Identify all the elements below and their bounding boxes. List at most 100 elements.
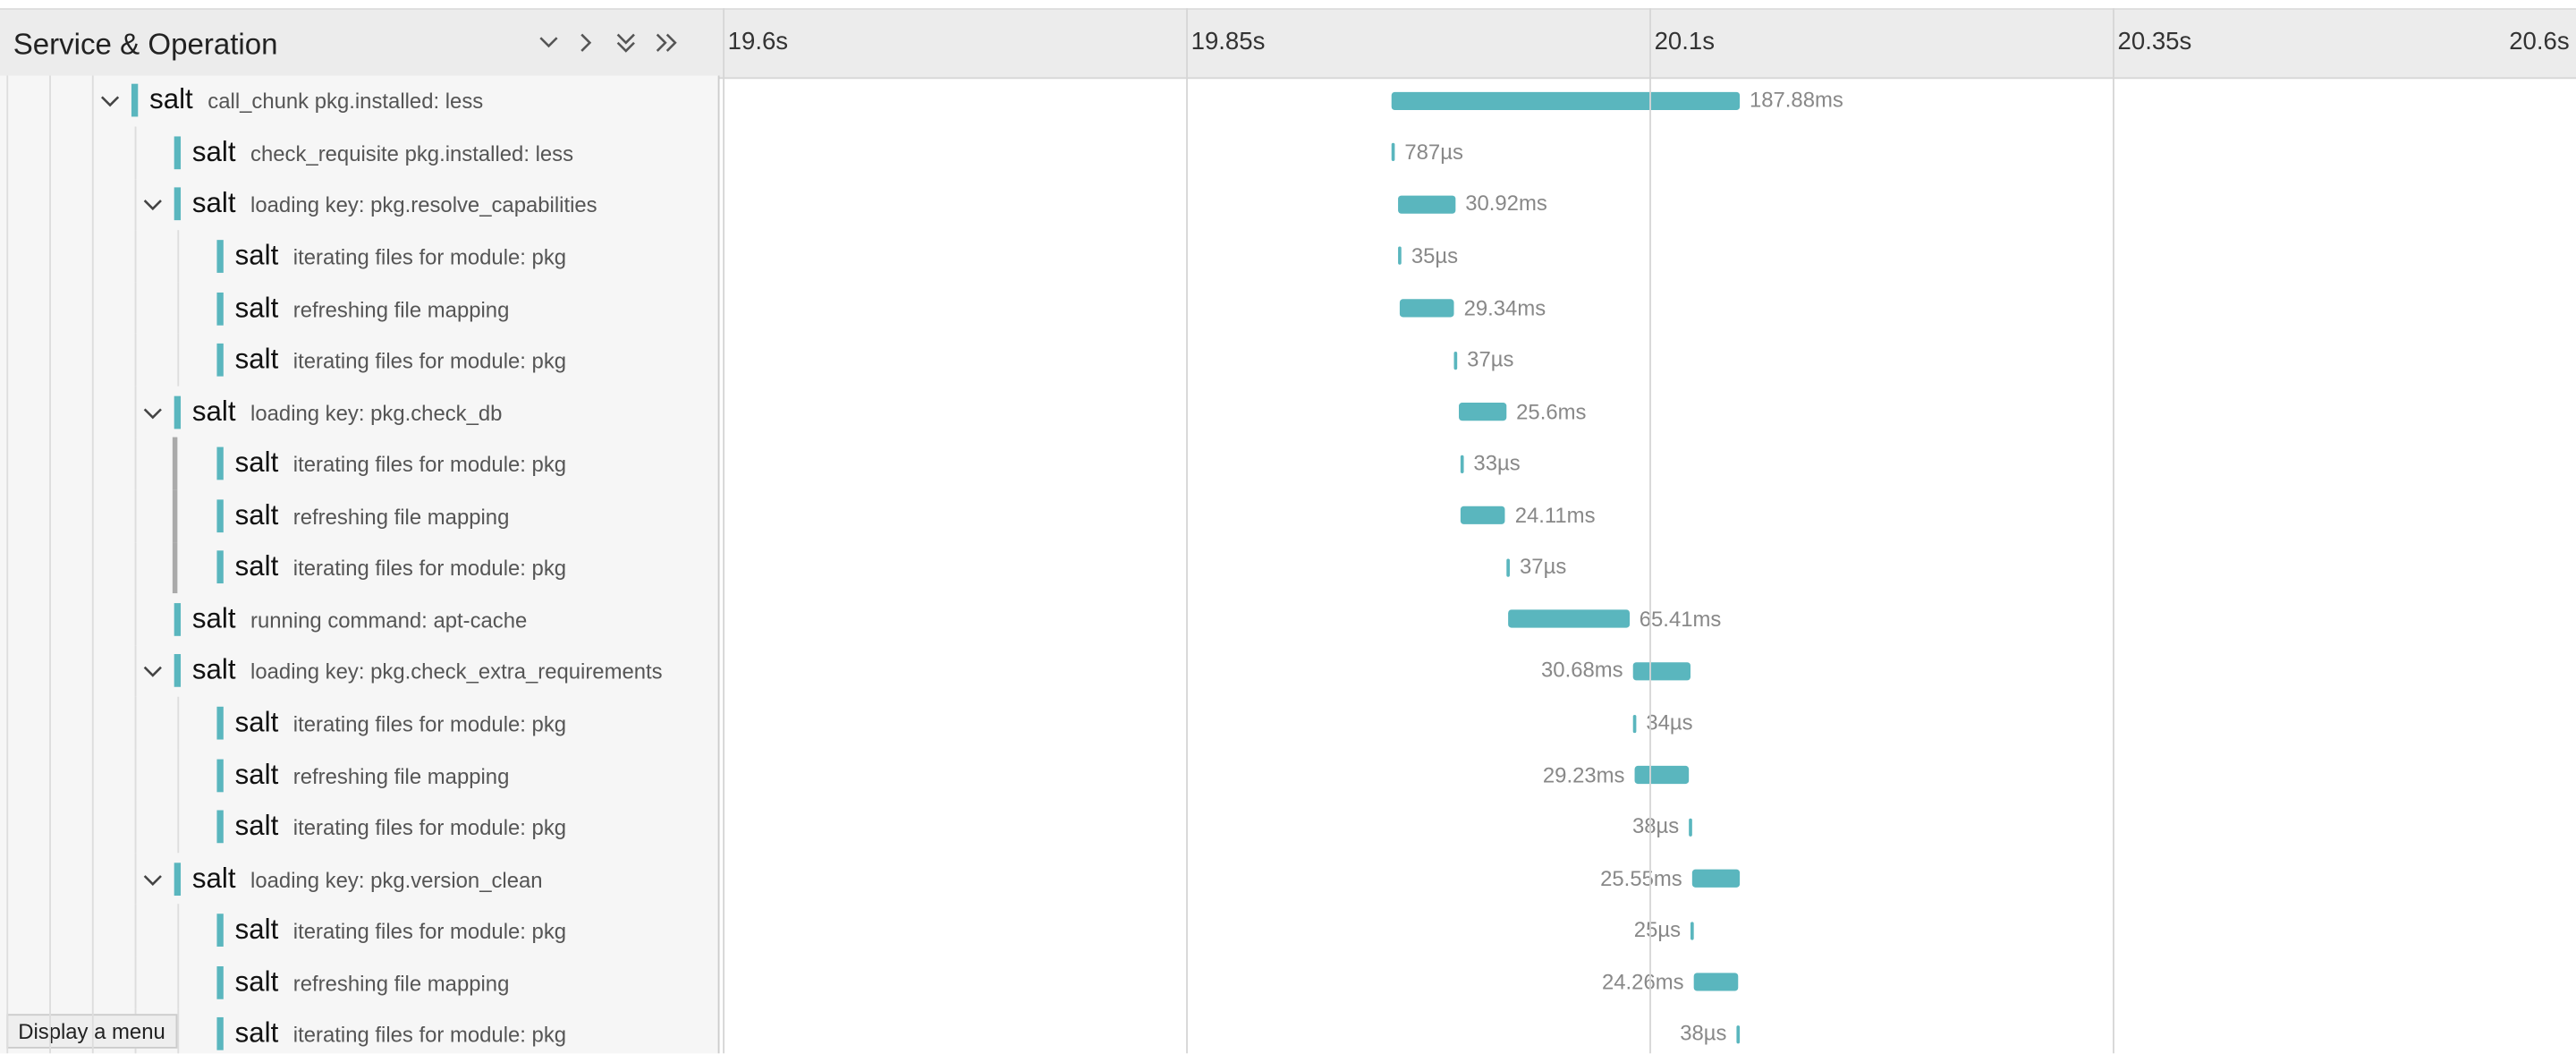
indent-guide <box>6 75 9 1054</box>
span-bar <box>1399 299 1454 318</box>
indent-guide <box>177 334 180 387</box>
toggle[interactable] <box>141 198 165 214</box>
operation-name: loading key: pkg.resolve_capabilities <box>250 192 597 218</box>
span-name[interactable]: salt iterating files for module: pkg <box>235 551 566 584</box>
span-bar <box>1391 91 1740 110</box>
duration-label: 37µs <box>1520 554 1567 580</box>
grid-line <box>723 8 725 1054</box>
operation-name: iterating files for module: pkg <box>292 919 567 944</box>
duration-label: 25.55ms <box>1600 865 1682 890</box>
indent-guide <box>177 749 180 802</box>
span-name[interactable]: salt running command: apt-cache <box>192 603 527 636</box>
span-name[interactable]: salt iterating files for module: pkg <box>235 344 566 377</box>
duration-label: 24.26ms <box>1601 969 1684 994</box>
operation-name: iterating files for module: pkg <box>292 348 567 374</box>
service-name: salt <box>234 914 279 946</box>
operation-name: iterating files for module: pkg <box>292 1023 567 1048</box>
service-color <box>216 1017 224 1051</box>
duration-label: 38µs <box>1631 813 1680 838</box>
header: Service & Operation 19.6s 19.85s 20.1s 20.3… <box>0 8 2576 80</box>
duration-label: 35µs <box>1411 242 1459 268</box>
operation-name: check_requisite pkg.installed: less <box>250 140 574 166</box>
indent-guide <box>177 956 180 1008</box>
operation-name: refreshing file mapping <box>292 296 510 322</box>
indent-guide <box>134 230 137 283</box>
span-name[interactable]: salt check_requisite pkg.installed: less <box>192 136 573 169</box>
indent-guide <box>134 541 137 594</box>
indent-guide <box>134 645 137 698</box>
indent-guide <box>134 126 137 179</box>
span-name[interactable]: salt iterating files for module: pkg <box>235 1018 566 1051</box>
span-bar <box>1632 662 1690 681</box>
service-color <box>216 240 224 273</box>
service-color <box>174 395 182 429</box>
operation-name: loading key: pkg.check_extra_requirement… <box>250 659 663 684</box>
duration-label: 187.88ms <box>1749 87 1843 113</box>
toggle[interactable] <box>141 665 165 681</box>
span-name[interactable]: salt iterating files for module: pkg <box>235 447 566 480</box>
span-name[interactable]: salt refreshing file mapping <box>235 499 510 532</box>
span-name[interactable]: salt iterating files for module: pkg <box>235 240 566 273</box>
span-name[interactable]: salt call_chunk pkg.installed: less <box>149 84 483 117</box>
operation-name: loading key: pkg.version_clean <box>250 867 543 892</box>
expand-all[interactable] <box>656 33 677 52</box>
operation-name: iterating files for module: pkg <box>292 815 567 840</box>
indent-guide <box>177 282 180 335</box>
service-color <box>174 188 182 221</box>
indent-guide <box>134 178 137 231</box>
collapse-one[interactable] <box>539 37 558 48</box>
span-name[interactable]: salt loading key: pkg.check_extra_require… <box>192 655 663 688</box>
duration-label: 787µs <box>1404 139 1463 165</box>
span-name[interactable]: salt iterating files for module: pkg <box>235 914 566 948</box>
span-name[interactable]: salt refreshing file mapping <box>235 759 510 792</box>
span-name[interactable]: salt iterating files for module: pkg <box>235 811 566 844</box>
span-bar <box>1398 195 1456 214</box>
toggle[interactable] <box>141 405 165 421</box>
service-color <box>174 654 182 688</box>
operation-name: running command: apt-cache <box>250 608 528 633</box>
indent-guide <box>134 801 137 854</box>
service-name: salt <box>191 602 236 634</box>
grid-line <box>1186 8 1188 1054</box>
span-bar <box>1460 506 1505 525</box>
span-name[interactable]: salt iterating files for module: pkg <box>235 707 566 740</box>
service-name: salt <box>234 344 279 375</box>
service-name: salt <box>234 292 279 323</box>
duration-label: 25.6ms <box>1516 398 1587 424</box>
span-name[interactable]: salt loading key: pkg.check_db <box>192 395 503 429</box>
service-color <box>174 862 182 896</box>
tooltip: Display a menu <box>6 1014 177 1049</box>
span-bar <box>1506 558 1510 577</box>
span-bar <box>1690 921 1694 940</box>
span-name[interactable]: salt refreshing file mapping <box>235 292 510 325</box>
tick-label: 20.1s <box>1654 28 1716 56</box>
span-bar <box>1736 1024 1741 1044</box>
toggle[interactable] <box>98 94 122 110</box>
indent-guide <box>172 489 178 542</box>
span-bar <box>1693 973 1739 992</box>
span-name[interactable]: salt loading key: pkg.resolve_capabilitie… <box>192 188 597 221</box>
tick-label: 20.35s <box>2117 28 2192 56</box>
expand-one[interactable] <box>580 33 592 52</box>
toggle[interactable] <box>141 872 165 888</box>
operation-name: refreshing file mapping <box>292 504 510 529</box>
duration-label: 24.11ms <box>1514 502 1596 528</box>
span-bar <box>1689 817 1692 837</box>
span-name[interactable]: salt refreshing file mapping <box>235 966 510 999</box>
span-name[interactable]: salt loading key: pkg.version_clean <box>192 863 543 896</box>
grid-line <box>1649 8 1651 1054</box>
collapse-all[interactable] <box>616 33 635 53</box>
service-color <box>216 810 224 844</box>
service-name: salt <box>234 240 279 271</box>
grid-line <box>2113 8 2114 1054</box>
span-bar <box>1632 714 1637 733</box>
indent-guide <box>177 230 180 283</box>
indent-guide <box>91 75 94 1054</box>
indent-guide <box>134 956 137 1008</box>
span-bar <box>1634 766 1690 785</box>
service-color <box>131 84 139 117</box>
operation-name: iterating files for module: pkg <box>292 452 567 477</box>
indent-guide <box>134 489 137 542</box>
